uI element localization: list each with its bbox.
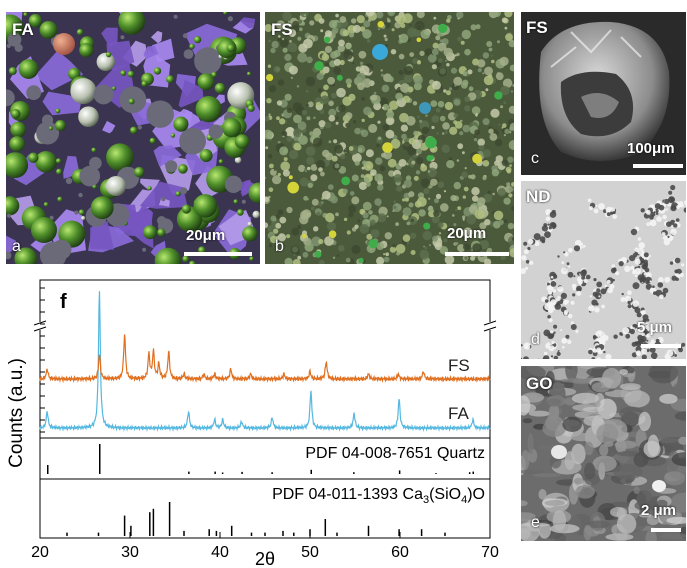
panel-label-nd: ND — [526, 187, 551, 207]
panel-label-go: GO — [526, 374, 552, 394]
panel-label-fs-particle: FS — [526, 18, 548, 38]
panel-letter-e: e — [531, 514, 540, 532]
x-tick-label: 40 — [211, 544, 229, 561]
x-tick-label: 20 — [31, 544, 49, 561]
scale-text-e: 2 μm — [641, 502, 676, 519]
panel-letter-c: c — [531, 150, 539, 168]
x-tick-label: 50 — [301, 544, 319, 561]
scale-bar-a — [184, 252, 252, 256]
scale-text-c: 100μm — [627, 140, 675, 157]
scale-text-a: 20μm — [186, 227, 225, 244]
series-label-fs: FS — [448, 356, 470, 375]
scale-bar-b — [445, 252, 509, 256]
scale-bar-c — [633, 164, 683, 168]
sem-panel-a: FA a 20μm — [6, 12, 260, 264]
x-tick-label: 30 — [121, 544, 139, 561]
chart-panel-letter: f — [60, 291, 67, 313]
sem-panel-b: FS b 20μm — [265, 12, 514, 264]
series-line-fa — [40, 291, 490, 430]
scale-bar-e — [651, 528, 681, 532]
series-line-fs — [40, 335, 490, 382]
panel-letter-b: b — [275, 238, 284, 256]
sem-panel-e: GO e 2 μm — [521, 366, 686, 541]
scale-bar-d — [641, 344, 681, 348]
scale-text-d: 5 μm — [637, 319, 672, 336]
panel-label-fs: FS — [271, 20, 293, 40]
panel-label-fa: FA — [12, 20, 34, 40]
x-tick-label: 70 — [481, 544, 499, 561]
ref-label-ca3sio4o: PDF 04-011-1393 Ca3(SiO4)O — [272, 486, 485, 506]
ref-label-quartz: PDF 04-008-7651 Quartz — [305, 445, 485, 462]
scale-text-b: 20μm — [447, 225, 486, 242]
panel-letter-a: a — [12, 238, 21, 256]
series-label-fa: FA — [448, 404, 469, 423]
x-axis-label: 2θ — [255, 549, 275, 568]
sem-panel-c: FS c 100μm — [521, 12, 686, 175]
sem-panel-d: ND d 5 μm — [521, 181, 686, 359]
xrd-chart: f Counts (a.u.) 2θ FS FA PDF 04-008-7651… — [0, 268, 520, 568]
y-axis-label: Counts (a.u.) — [6, 358, 27, 468]
panel-letter-d: d — [531, 331, 540, 349]
x-tick-label: 60 — [391, 544, 409, 561]
